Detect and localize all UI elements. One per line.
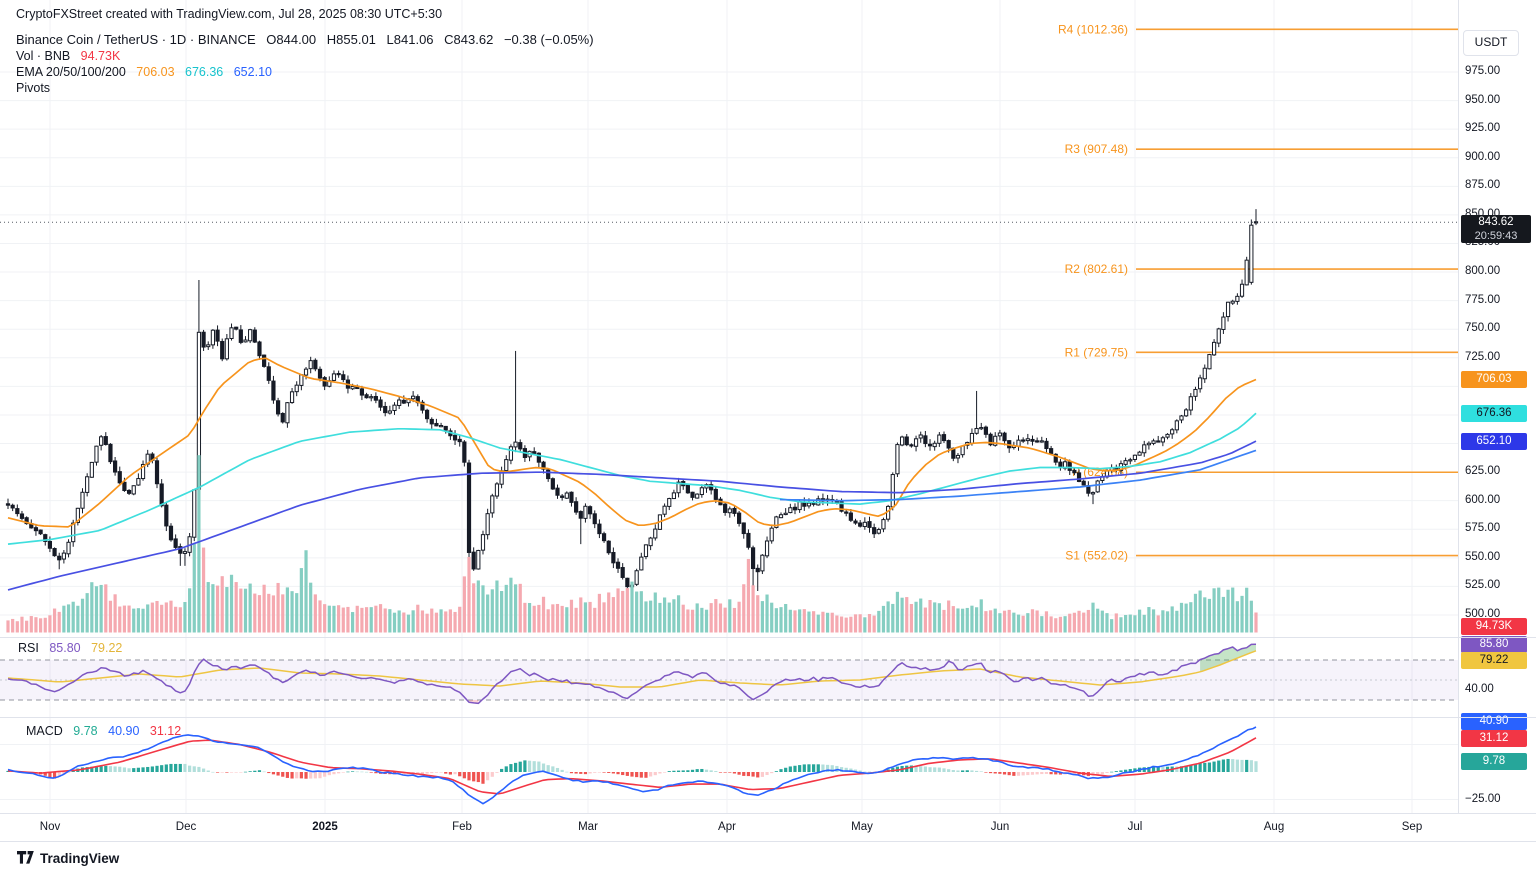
last-price-value: 843.62 xyxy=(1478,215,1514,228)
time-axis-label-apr: Apr xyxy=(718,821,736,833)
price-tick-label: 800.00 xyxy=(1465,265,1501,278)
rsi-ma-value: 79.22 xyxy=(91,641,123,655)
time-axis-label-sep: Sep xyxy=(1401,821,1423,833)
volume-label: Vol · BNB xyxy=(16,49,71,63)
pane-divider-macd-timeaxis xyxy=(0,813,1536,814)
price-tick-label: 950.00 xyxy=(1465,93,1501,106)
price-tick-label: 600.00 xyxy=(1465,493,1501,506)
ema50-value: 676.36 xyxy=(185,65,224,79)
attribution-text: CryptoFXStreet created with TradingView.… xyxy=(16,7,443,21)
price-tick-label: 775.00 xyxy=(1465,293,1501,306)
price-tick-label: 975.00 xyxy=(1465,65,1501,77)
ema20-value: 706.03 xyxy=(136,65,175,79)
tradingview-logo-icon xyxy=(17,850,34,864)
time-axis-label-may: May xyxy=(851,821,873,833)
svg-text:R4 (1012.36): R4 (1012.36) xyxy=(1058,22,1128,36)
time-axis-label-jul: Jul xyxy=(1127,821,1143,833)
rsi-tick-label: 40.00 xyxy=(1465,683,1494,695)
ohlc-low: L841.06 xyxy=(386,32,434,47)
svg-text:R2 (802.61): R2 (802.61) xyxy=(1065,262,1128,276)
price-tick-label: 925.00 xyxy=(1465,122,1501,135)
ohlc-close: C843.62 xyxy=(444,32,494,47)
time-axis-bottom-border xyxy=(0,841,1536,842)
time-axis-label-mar: Mar xyxy=(578,821,598,833)
price-tick-label: 525.00 xyxy=(1465,579,1501,592)
ema-label: EMA 20/50/100/200 xyxy=(16,65,126,79)
axis-value-badge: 706.03 xyxy=(1461,370,1527,388)
symbol-title: Binance Coin / TetherUS · 1D · BINANCE xyxy=(16,32,256,47)
ohlc-high: H855.01 xyxy=(326,32,376,47)
macd-hist-value: 9.78 xyxy=(73,724,98,738)
macd-legend-row[interactable]: MACD 9.78 40.90 31.12 xyxy=(26,724,188,738)
price-tick-label: 500.00 xyxy=(1465,608,1501,620)
rsi-label: RSI xyxy=(18,641,39,655)
axis-value-badge: 9.78 xyxy=(1461,752,1527,770)
time-axis[interactable]: Nov Dec 2025 Feb Mar Apr May Jun Jul Aug Sep xyxy=(0,814,1536,841)
svg-text:R1 (729.75): R1 (729.75) xyxy=(1065,345,1128,359)
price-tick-label: 575.00 xyxy=(1465,522,1501,535)
ema100-value: 652.10 xyxy=(233,65,272,79)
price-tick-label: 750.00 xyxy=(1465,322,1501,335)
rsi-legend-row[interactable]: RSI 85.80 79.22 xyxy=(18,641,129,655)
tradingview-logo[interactable]: TradingView xyxy=(17,849,119,867)
axis-value-badge: 85.80 xyxy=(1461,635,1527,653)
volume-value: 94.73K xyxy=(80,49,121,63)
price-tick-label: 625.00 xyxy=(1465,465,1501,478)
time-axis-label-2025: 2025 xyxy=(312,821,338,833)
pane-divider-rsi-macd[interactable] xyxy=(0,717,1536,718)
pivots-legend-row[interactable]: Pivots xyxy=(16,81,57,95)
price-change: −0.38 (−0.05%) xyxy=(503,32,594,47)
ema-legend-row[interactable]: EMA 20/50/100/200 706.03 676.36 652.10 xyxy=(16,65,279,79)
time-axis-label-nov: Nov xyxy=(39,821,61,833)
axis-value-badge: 652.10 xyxy=(1461,432,1527,450)
axis-value-badge: 79.22 xyxy=(1461,651,1527,669)
axis-value-badge: 94.73K xyxy=(1461,617,1527,635)
axis-value-badge: 40.90 xyxy=(1461,712,1527,730)
axis-value-badge: 31.12 xyxy=(1461,729,1527,747)
volume-legend-row[interactable]: Vol · BNB 94.73K xyxy=(16,49,127,63)
pivots-label: Pivots xyxy=(16,81,51,95)
price-tick-label: 550.00 xyxy=(1465,550,1501,563)
currency-toggle-button[interactable]: USDT xyxy=(1463,30,1519,56)
macd-line-value: 40.90 xyxy=(108,724,140,738)
last-price-label[interactable]: 843.62 20:59:43 xyxy=(1461,214,1531,243)
rsi-value: 85.80 xyxy=(49,641,81,655)
ohlc-open: O844.00 xyxy=(266,32,317,47)
bar-countdown: 20:59:43 xyxy=(1474,229,1518,242)
time-axis-label-dec: Dec xyxy=(175,821,197,833)
chart-plot-area[interactable]: R4 (1012.36) R3 (907.48) R2 (802.61) R1 (72… xyxy=(0,0,1458,814)
price-axis[interactable]: USDT 843.62 20:59:43 975.00 950.00 925.00 9… xyxy=(1458,0,1536,814)
macd-label: MACD xyxy=(26,724,63,738)
time-axis-label-feb: Feb xyxy=(452,821,472,833)
axis-value-badge: 676.36 xyxy=(1461,404,1527,422)
symbol-legend-row[interactable]: Binance Coin / TetherUS · 1D · BINANCE O… xyxy=(16,32,601,47)
svg-text:R3 (907.48): R3 (907.48) xyxy=(1065,142,1128,156)
price-tick-label: 900.00 xyxy=(1465,150,1501,163)
price-tick-label: 725.00 xyxy=(1465,350,1501,363)
macd-signal-value: 31.12 xyxy=(149,724,182,738)
time-axis-label-aug: Aug xyxy=(1263,821,1285,833)
pane-divider-price-rsi[interactable] xyxy=(0,637,1536,638)
macd-tick-label: −25.00 xyxy=(1465,792,1501,805)
price-tick-label: 875.00 xyxy=(1465,179,1501,192)
time-axis-label-jun: Jun xyxy=(990,821,1010,833)
tradingview-logo-text: TradingView xyxy=(40,850,120,866)
svg-text:S1 (552.02): S1 (552.02) xyxy=(1065,549,1128,563)
